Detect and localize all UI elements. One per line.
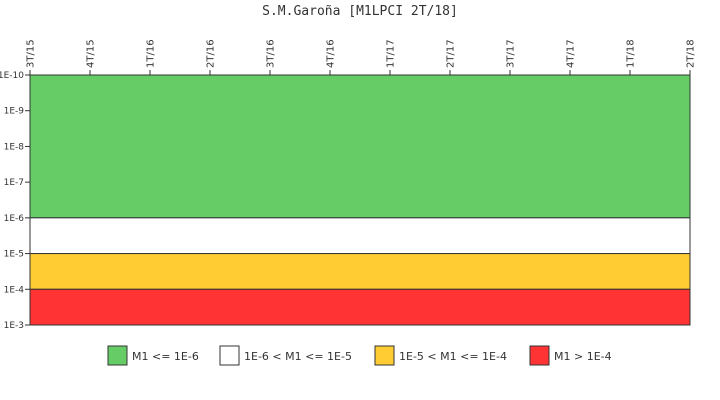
x-tick-label: 2T/16 — [206, 39, 217, 68]
x-tick-label: 3T/16 — [266, 39, 277, 68]
legend-label-3: M1 > 1E-4 — [554, 350, 612, 363]
y-tick-label: 1E-3 — [4, 321, 24, 331]
legend: M1 <= 1E-6 1E-6 < M1 <= 1E-5 1E-5 < M1 <= … — [107, 345, 612, 366]
x-tick-label: 3T/15 — [26, 39, 37, 68]
x-tick-label: 2T/18 — [686, 39, 697, 68]
x-tick-label: 1T/16 — [146, 39, 157, 68]
y-tick-label: 1E-8 — [4, 142, 25, 152]
x-tick-label: 1T/17 — [386, 39, 397, 68]
band-1 — [29, 217, 691, 255]
band-0 — [29, 74, 691, 219]
x-tick-label: 1T/18 — [626, 39, 637, 68]
legend-label-2: 1E-5 < M1 <= 1E-4 — [399, 350, 507, 363]
plot-frame — [29, 74, 691, 326]
x-tick-label: 2T/17 — [446, 39, 457, 68]
band-2 — [29, 253, 691, 290]
y-tick-label: 1E-7 — [4, 178, 24, 188]
legend-swatch-2 — [374, 345, 395, 366]
y-tick-label: 1E-9 — [4, 107, 25, 117]
chart-title: S.M.Garoña [M1LPCI 2T/18] — [262, 4, 458, 19]
x-tick-label: 4T/15 — [86, 39, 97, 68]
legend-label-0: M1 <= 1E-6 — [132, 350, 199, 363]
y-tick-label: 1E-5 — [4, 250, 24, 260]
legend-label-1: 1E-6 < M1 <= 1E-5 — [244, 350, 352, 363]
legend-swatch-1 — [219, 345, 240, 366]
y-tick-label: 1E-4 — [4, 285, 25, 295]
y-tick-label: 1E-10 — [0, 71, 24, 81]
legend-swatch-3 — [529, 345, 550, 366]
band-area — [29, 74, 691, 326]
x-tick-label: 4T/17 — [566, 39, 577, 68]
y-axis: 1E-10 1E-9 1E-8 1E-7 1E-6 1E-5 1E-4 1E-3 — [0, 71, 30, 331]
x-axis: 3T/15 4T/15 1T/16 2T/16 3T/16 4T/16 1T/17 2T/17… — [26, 39, 697, 75]
x-tick-label: 4T/16 — [326, 39, 337, 68]
band-3 — [29, 288, 691, 326]
x-tick-label: 3T/17 — [506, 39, 517, 68]
legend-swatch-0 — [107, 345, 128, 366]
y-tick-label: 1E-6 — [4, 214, 25, 224]
